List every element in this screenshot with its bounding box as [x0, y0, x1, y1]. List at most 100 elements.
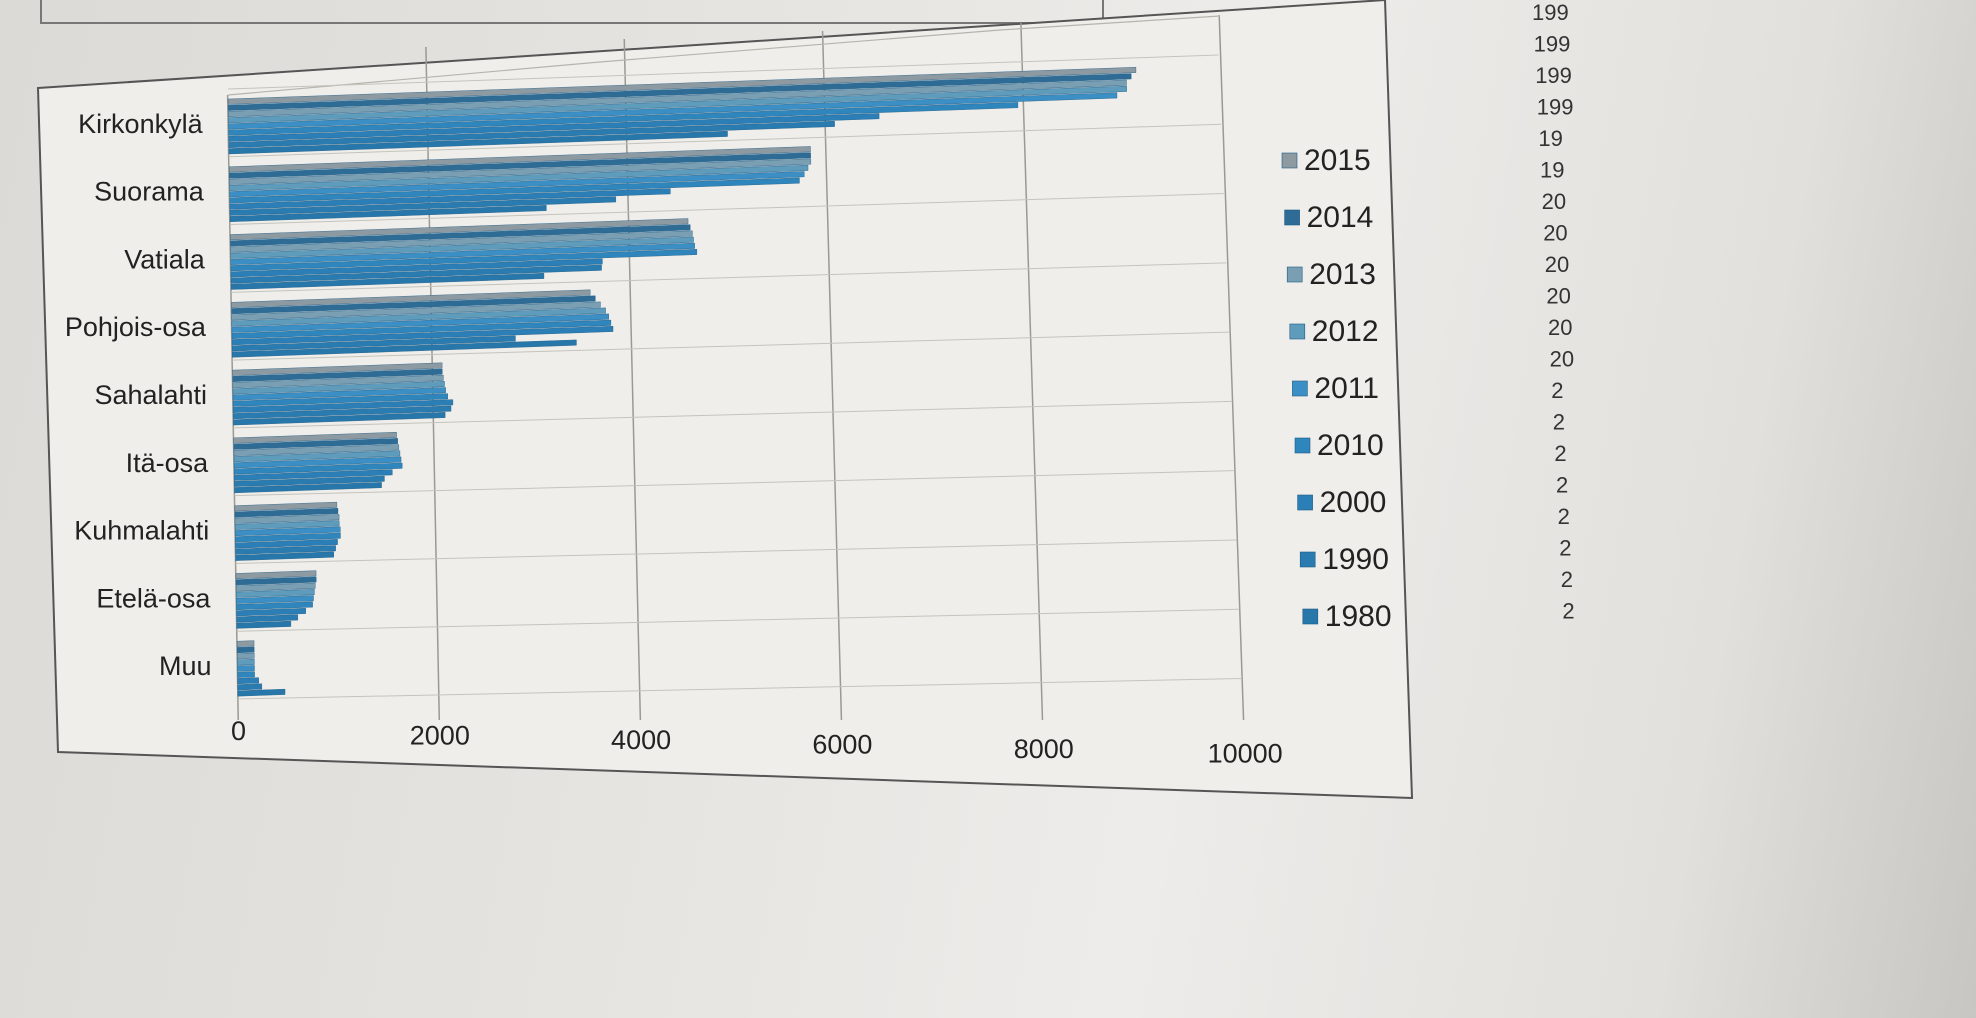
legend-label-2000: 2000 — [1320, 486, 1387, 519]
bar-sahalahti-2014 — [232, 368, 443, 382]
bar-itä-osa-1990 — [234, 475, 385, 487]
bar-suorama-1990 — [229, 196, 617, 216]
margin-text: 2 — [1559, 536, 1571, 561]
bar-itä-osa-2014 — [233, 438, 398, 450]
legend-label-1990: 1990 — [1322, 543, 1389, 576]
bar-kuhmalahti-2014 — [234, 508, 339, 518]
bar-etelä-osa-1990 — [236, 614, 298, 623]
gridline-10000 — [1218, 14, 1245, 721]
bar-itä-osa-2000 — [234, 469, 393, 481]
category-gridline — [235, 539, 1237, 564]
top-table-frame — [40, 0, 1104, 24]
category-label-muu: Muu — [159, 651, 212, 681]
bar-kuhmalahti-2012 — [234, 520, 340, 530]
bar-vatiala-1990 — [230, 264, 602, 284]
legend-label-2011: 2011 — [1314, 372, 1379, 405]
margin-text: 199 — [1534, 32, 1571, 57]
bar-muu-1980 — [237, 688, 286, 697]
bar-vatiala-2000 — [230, 258, 603, 278]
bar-suorama-2010 — [229, 177, 800, 204]
x-tick-label-6000: 6000 — [812, 730, 872, 760]
gridline-6000 — [821, 30, 843, 721]
bar-vatiala-2010 — [230, 249, 698, 272]
bar-pohjois-osa-2011 — [231, 313, 609, 333]
bar-muu-2013 — [237, 652, 255, 660]
legend-swatch-1980 — [1302, 608, 1319, 625]
bar-suorama-2011 — [229, 171, 805, 198]
bar-suorama-1980 — [229, 205, 547, 222]
bar-pohjois-osa-2013 — [231, 301, 601, 321]
bar-pohjois-osa-2000 — [231, 325, 614, 346]
bar-muu-2000 — [237, 677, 259, 685]
bar-kirkonkylä-2000 — [228, 113, 880, 142]
bar-sahalahti-2015 — [232, 362, 443, 376]
bar-kirkonkylä-2015 — [227, 67, 1137, 105]
bar-muu-2010 — [237, 671, 255, 678]
bar-pohjois-osa-1990 — [231, 335, 516, 352]
bar-kirkonkylä-2010 — [228, 102, 1019, 136]
margin-text: 20 — [1545, 252, 1569, 277]
category-label-kuhmalahti: Kuhmalahti — [74, 516, 209, 546]
margin-text: 2 — [1554, 441, 1566, 466]
bar-suorama-2013 — [229, 158, 812, 185]
category-label-vatiala: Vatiala — [124, 244, 206, 274]
bar-sahalahti-2013 — [232, 374, 444, 389]
legend-swatch-2013 — [1286, 266, 1303, 283]
bar-pohjois-osa-1980 — [232, 339, 577, 358]
x-tick-label-4000: 4000 — [611, 725, 671, 755]
bar-suorama-2014 — [229, 152, 811, 179]
bar-pohjois-osa-2010 — [231, 319, 612, 339]
legend-label-1980: 1980 — [1325, 600, 1392, 633]
bar-kirkonkylä-1990 — [228, 120, 835, 148]
category-gridline — [228, 123, 1222, 158]
legend-swatch-2015 — [1281, 152, 1298, 169]
bar-etelä-osa-2015 — [235, 570, 317, 580]
legend-swatch-2012 — [1289, 323, 1306, 340]
category-label-sahalahti: Sahalahti — [94, 380, 207, 410]
margin-text: 2 — [1561, 567, 1573, 592]
gridline-8000 — [1020, 22, 1044, 721]
bar-vatiala-2013 — [230, 230, 693, 253]
bar-suorama-2000 — [229, 188, 671, 210]
bar-pohjois-osa-2014 — [231, 295, 596, 315]
bar-kuhmalahti-2013 — [234, 514, 340, 524]
bar-vatiala-2012 — [230, 236, 694, 259]
bar-sahalahti-2012 — [232, 381, 445, 395]
bar-etelä-osa-2011 — [236, 595, 314, 604]
bar-vatiala-2015 — [230, 218, 689, 241]
margin-text: 2 — [1556, 473, 1568, 498]
margin-text: 20 — [1542, 189, 1566, 214]
category-label-suorama: Suorama — [94, 177, 205, 207]
margin-text: 2 — [1553, 410, 1565, 435]
legend-label-2014: 2014 — [1307, 201, 1374, 234]
category-gridline — [231, 262, 1227, 293]
category-gridline — [230, 193, 1224, 226]
x-tick-label-10000: 10000 — [1208, 739, 1283, 769]
bar-kirkonkylä-2011 — [228, 92, 1118, 130]
bar-kirkonkylä-1980 — [228, 130, 728, 155]
bar-etelä-osa-2013 — [235, 582, 316, 592]
category-gridline — [233, 400, 1232, 429]
category-gridline — [236, 608, 1240, 632]
margin-text: 2 — [1551, 378, 1563, 403]
bar-suorama-2012 — [229, 164, 809, 191]
bar-vatiala-2014 — [230, 224, 691, 247]
margin-text: 19 — [1538, 126, 1562, 151]
x-tick-label-2000: 2000 — [410, 721, 470, 751]
bar-itä-osa-2012 — [233, 450, 401, 463]
category-label-kirkonkylä: Kirkonkylä — [78, 109, 204, 139]
bar-kuhmalahti-2011 — [234, 526, 341, 537]
margin-text: 2 — [1562, 599, 1574, 624]
bar-kuhmalahti-1980 — [235, 551, 334, 561]
bar-itä-osa-2010 — [233, 462, 403, 475]
x-tick-label-8000: 8000 — [1014, 734, 1074, 764]
bar-kirkonkylä-2012 — [228, 85, 1127, 124]
bar-sahalahti-2011 — [232, 387, 446, 401]
bar-muu-2011 — [237, 665, 255, 672]
legend-swatch-2010 — [1294, 437, 1311, 454]
category-label-itä-osa: Itä-osa — [126, 448, 210, 478]
bar-itä-osa-2011 — [233, 456, 402, 469]
plot-top-edge — [227, 15, 1221, 96]
category-gridline — [234, 470, 1235, 497]
bar-muu-2014 — [236, 646, 255, 654]
